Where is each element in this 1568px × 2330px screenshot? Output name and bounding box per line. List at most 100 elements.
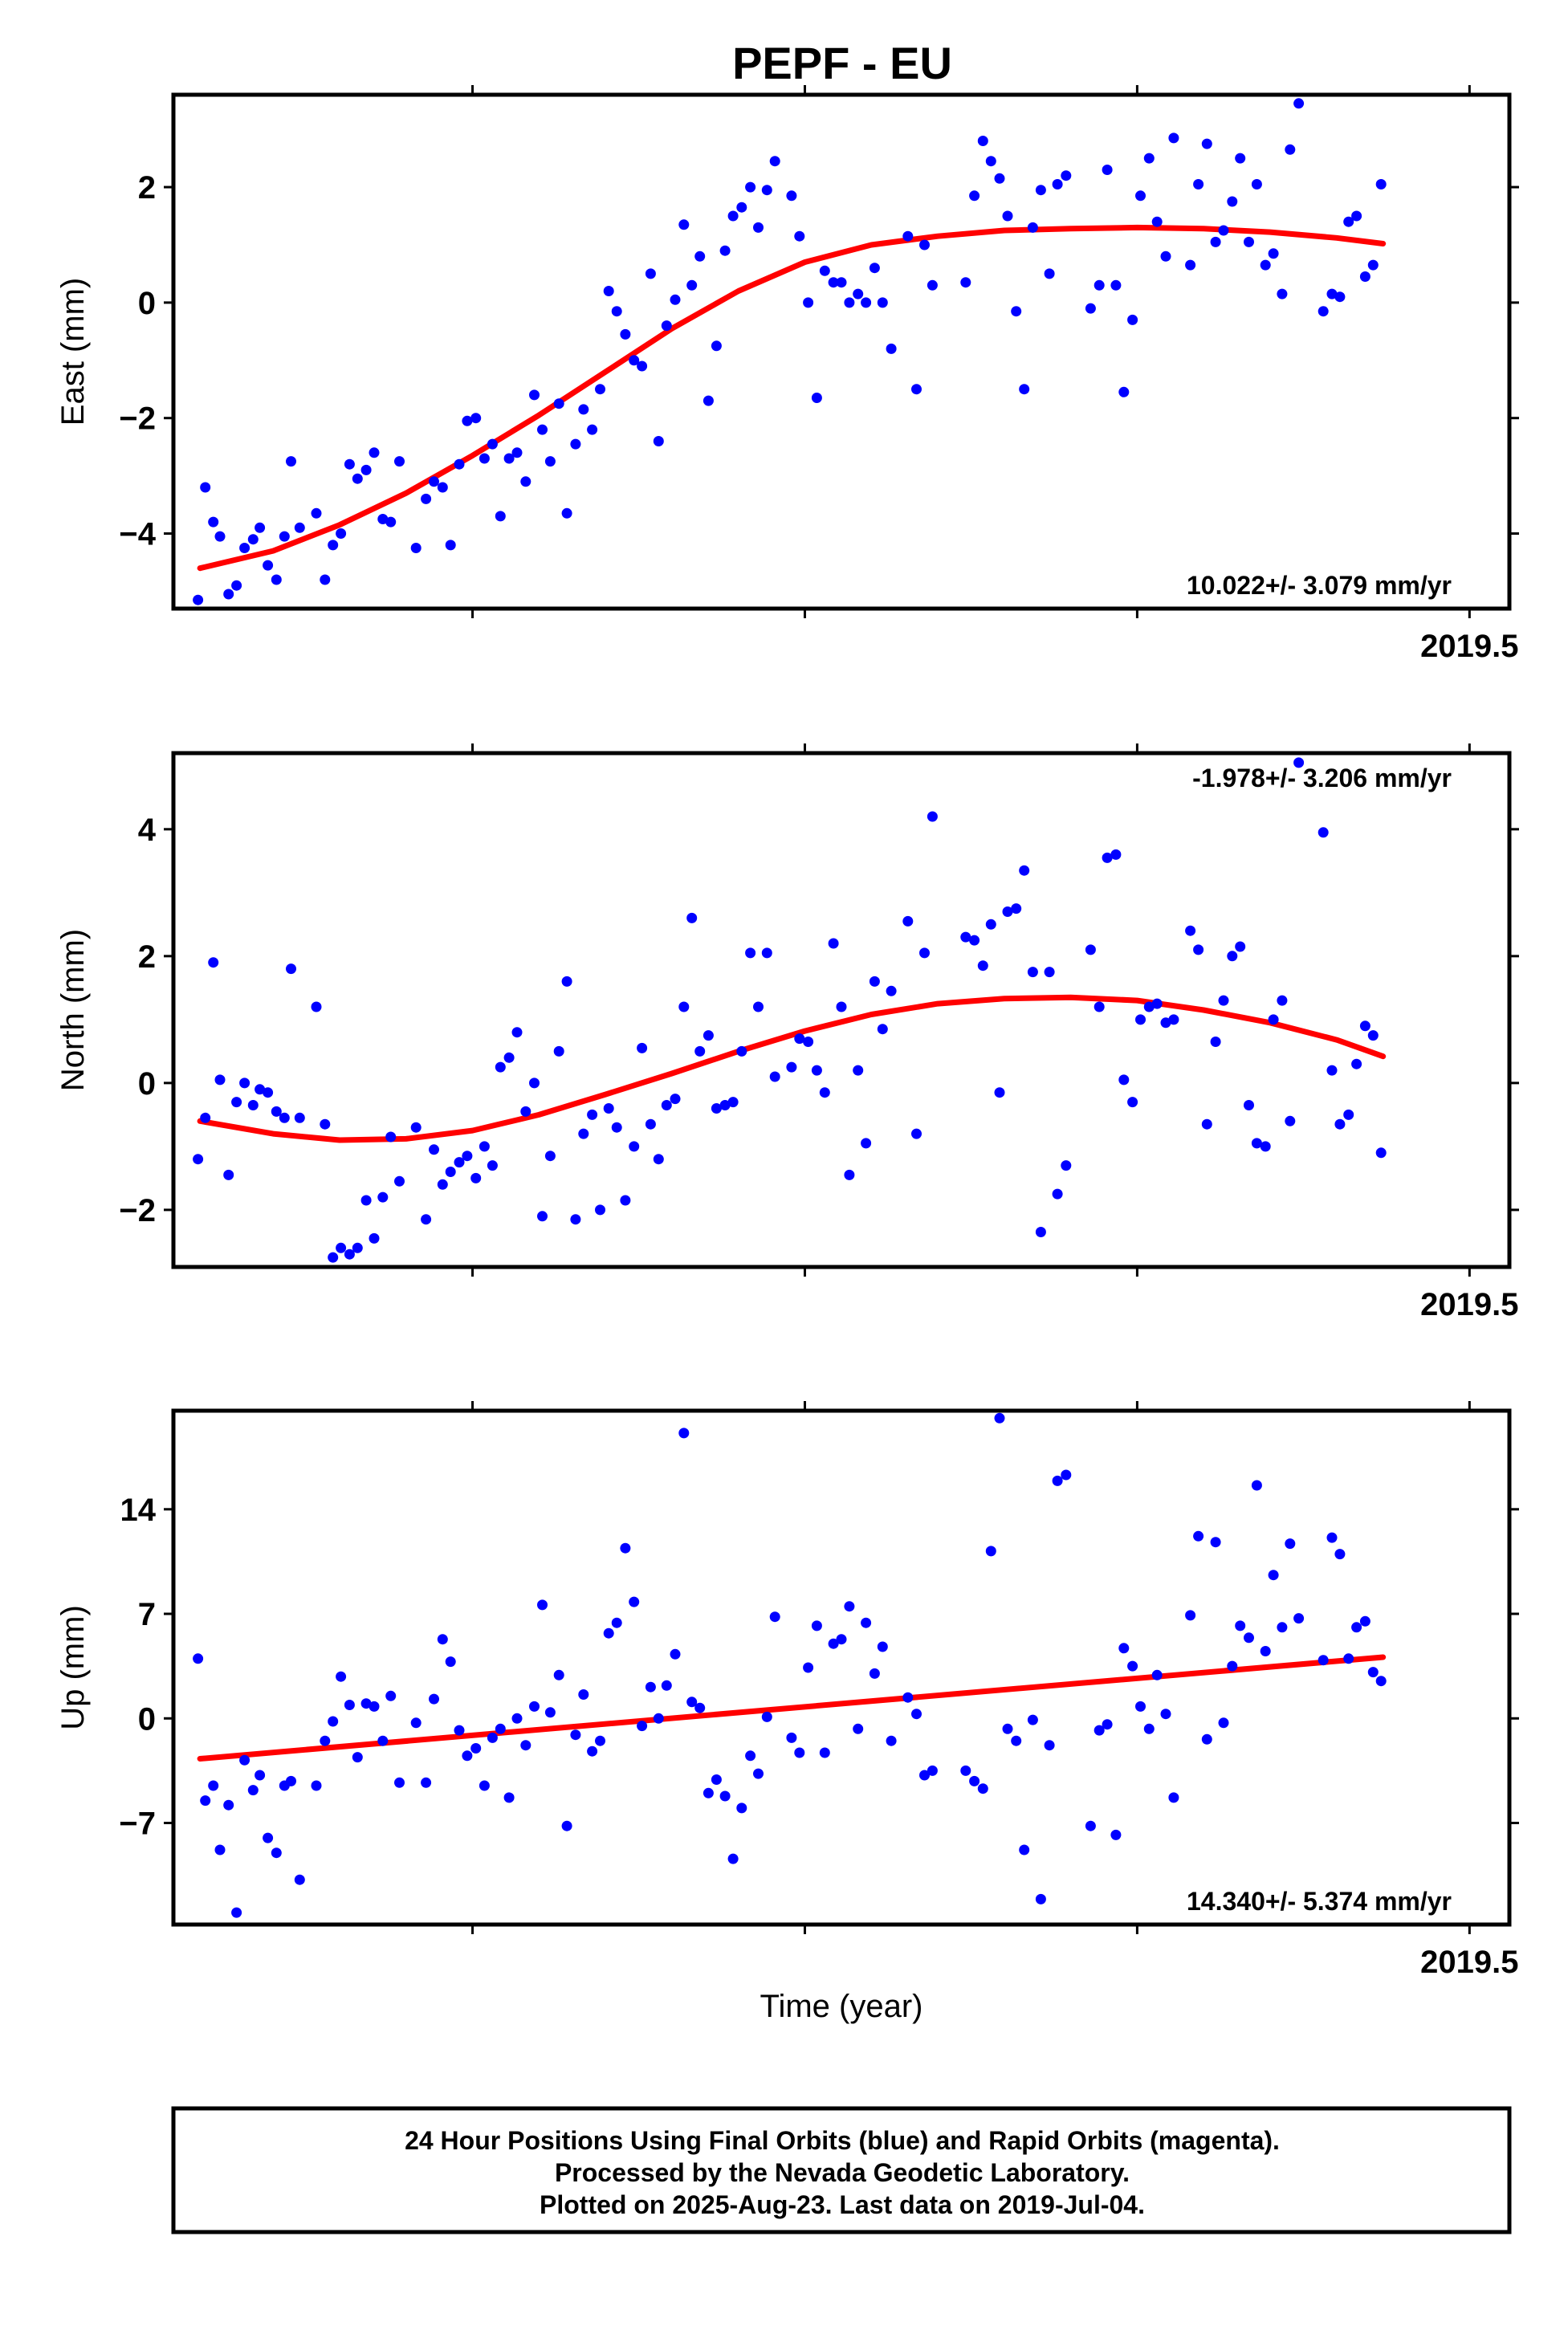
up-data-point bbox=[529, 1701, 540, 1712]
east-data-point bbox=[811, 393, 822, 403]
up-data-point bbox=[1110, 1829, 1122, 1840]
east-data-point bbox=[645, 268, 656, 279]
up-data-point bbox=[645, 1681, 656, 1693]
east-data-point bbox=[271, 574, 282, 585]
up-data-point bbox=[255, 1770, 266, 1781]
up-data-point bbox=[544, 1707, 556, 1718]
north-ytick-label: −2 bbox=[119, 1193, 156, 1228]
north-data-point bbox=[794, 1033, 805, 1045]
up-data-point bbox=[811, 1620, 822, 1631]
up-data-point bbox=[1235, 1620, 1246, 1631]
north-data-point bbox=[369, 1232, 380, 1244]
east-data-point bbox=[1118, 386, 1130, 397]
up-data-point bbox=[247, 1785, 259, 1796]
up-data-point bbox=[495, 1723, 506, 1734]
up-data-point bbox=[637, 1721, 648, 1732]
up-data-point bbox=[911, 1709, 922, 1720]
north-data-point bbox=[811, 1065, 822, 1076]
east-data-point bbox=[869, 263, 880, 274]
east-data-point bbox=[711, 340, 722, 352]
east-data-point bbox=[1367, 259, 1379, 271]
east-data-point bbox=[239, 543, 250, 553]
north-data-point bbox=[1318, 827, 1329, 838]
up-data-point bbox=[794, 1747, 805, 1758]
up-rate-label: 14.340+/- 5.374 mm/yr bbox=[1187, 1887, 1452, 1916]
east-xtick-label: 2019.5 bbox=[1420, 629, 1518, 664]
north-data-point bbox=[1201, 1118, 1212, 1130]
east-data-point bbox=[344, 458, 355, 470]
north-data-point bbox=[736, 1045, 747, 1057]
north-data-point bbox=[853, 1065, 864, 1076]
up-data-point bbox=[1268, 1570, 1279, 1581]
north-data-point bbox=[462, 1151, 473, 1162]
up-data-point bbox=[919, 1770, 930, 1781]
up-data-point bbox=[487, 1732, 498, 1743]
east-data-point bbox=[902, 230, 914, 242]
north-data-point bbox=[410, 1122, 422, 1133]
east-data-point bbox=[561, 507, 572, 519]
east-data-point bbox=[479, 453, 490, 464]
up-data-point bbox=[437, 1634, 448, 1645]
up-data-point bbox=[336, 1671, 347, 1682]
east-data-point bbox=[1193, 179, 1204, 189]
up-data-point bbox=[1143, 1723, 1155, 1734]
up-data-point bbox=[985, 1546, 996, 1557]
north-data-point bbox=[869, 976, 880, 987]
east-data-point bbox=[670, 294, 681, 305]
up-data-point bbox=[231, 1907, 242, 1918]
east-data-point bbox=[1318, 306, 1329, 317]
east-data-point bbox=[911, 384, 922, 395]
east-data-point bbox=[214, 531, 226, 542]
north-data-point bbox=[231, 1097, 242, 1108]
footer-frame bbox=[171, 2106, 1512, 2234]
up-data-point bbox=[520, 1740, 531, 1751]
north-data-point bbox=[1251, 1138, 1262, 1149]
up-data-point bbox=[1061, 1469, 1072, 1481]
north-rate-label: -1.978+/- 3.206 mm/yr bbox=[1192, 764, 1452, 792]
east-data-point bbox=[544, 456, 556, 467]
up-data-point bbox=[1359, 1615, 1370, 1627]
east-data-point bbox=[1061, 170, 1072, 181]
north-data-point bbox=[247, 1100, 259, 1110]
east-data-point bbox=[637, 360, 648, 372]
north-data-point bbox=[1102, 852, 1113, 863]
up-ytick-label: 7 bbox=[138, 1597, 156, 1632]
up-data-point bbox=[1193, 1530, 1204, 1542]
east-data-point bbox=[328, 540, 339, 551]
east-data-point bbox=[570, 438, 581, 450]
east-data-point bbox=[1135, 190, 1146, 202]
up-data-point bbox=[803, 1662, 814, 1673]
north-data-point bbox=[320, 1118, 331, 1130]
north-data-point bbox=[727, 1097, 739, 1108]
north-data-point bbox=[271, 1106, 282, 1117]
up-data-point bbox=[753, 1768, 764, 1779]
up-data-point bbox=[587, 1745, 598, 1757]
north-data-point bbox=[454, 1157, 465, 1168]
east-data-point bbox=[1127, 314, 1138, 325]
up-data-point bbox=[1326, 1532, 1338, 1543]
north-data-point bbox=[960, 931, 971, 943]
east-data-point bbox=[553, 398, 564, 409]
up-data-point bbox=[421, 1777, 432, 1788]
north-data-point bbox=[719, 1100, 731, 1110]
north-data-point bbox=[587, 1109, 598, 1120]
north-data-point bbox=[208, 957, 219, 968]
north-data-point bbox=[503, 1052, 515, 1063]
north-data-point bbox=[977, 960, 988, 972]
north-data-point bbox=[1185, 925, 1196, 936]
east-data-point bbox=[1268, 248, 1279, 259]
up-data-point bbox=[661, 1680, 672, 1691]
north-plot-frame bbox=[171, 751, 1512, 1269]
up-ytick-label: −7 bbox=[119, 1806, 156, 1841]
east-data-point bbox=[445, 540, 456, 551]
east-data-point bbox=[1110, 279, 1122, 291]
up-data-point bbox=[620, 1542, 631, 1554]
up-data-point bbox=[1375, 1676, 1387, 1687]
up-data-point bbox=[1343, 1653, 1354, 1664]
north-data-point bbox=[1035, 1227, 1046, 1237]
north-data-point bbox=[769, 1071, 780, 1082]
east-data-point bbox=[394, 456, 405, 467]
east-ytick-label: 2 bbox=[138, 170, 156, 206]
north-data-point bbox=[1218, 995, 1229, 1006]
